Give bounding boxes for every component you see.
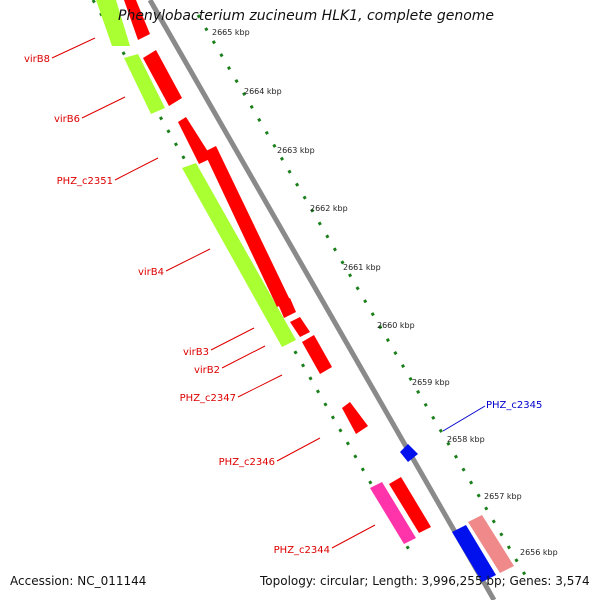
tick-label-2658: 2658 kbp [447,435,485,444]
tick-label-2660: 2660 kbp [377,321,415,330]
gene-label-virb3[interactable]: virB3 [183,347,209,358]
gene-label-phz-c2347[interactable]: PHZ_c2347 [180,393,236,404]
leader-line-virb8 [51,37,96,59]
leader-line-phz-c2347 [237,374,283,398]
gene-virb2-arrow[interactable] [290,317,310,337]
genome-backbone [147,0,497,600]
gene-label-virb6[interactable]: virB6 [54,114,80,125]
leader-line-virb6 [81,96,126,119]
tick-label-2664: 2664 kbp [244,87,282,96]
tick-label-2662: 2662 kbp [310,204,348,213]
gene-red-virb6-arrow[interactable] [143,50,182,106]
leader-line-virb3 [210,327,255,351]
gene-red-virb4-arrow[interactable] [204,146,290,307]
outer-dotted-track [196,14,530,581]
gene-virb6-arrow[interactable] [124,54,165,114]
leader-line-phz-c2345 [442,405,486,432]
gene-label-virb8[interactable]: virB8 [24,54,50,65]
genome-stats-text: Topology: circular; Length: 3,996,255 bp… [260,574,590,588]
gene-label-phz-c2351[interactable]: PHZ_c2351 [57,176,113,187]
gene-phz-c2345-arrow[interactable] [400,444,418,462]
gene-phz-c2351-arrow[interactable] [178,117,212,164]
gene-virb4-arrow[interactable] [182,163,296,347]
tick-label-2656: 2656 kbp [520,548,558,557]
tick-label-2663: 2663 kbp [277,146,315,155]
tick-label-2661: 2661 kbp [343,263,381,272]
leader-line-virb2 [221,345,266,369]
gene-blue-bottom-arrow[interactable] [452,525,496,582]
gene-label-virb4[interactable]: virB4 [138,267,164,278]
gene-label-phz-c2346[interactable]: PHZ_c2346 [219,457,275,468]
tick-label-2659: 2659 kbp [412,378,450,387]
leader-line-phz-c2351 [114,157,159,181]
gene-label-phz-c2345[interactable]: PHZ_c2345 [486,400,542,411]
gene-label-virb2[interactable]: virB2 [194,365,220,376]
gene-phz-c2346-arrow[interactable] [342,402,368,434]
accession-text: Accession: NC_011144 [10,574,147,588]
leader-line-phz-c2346 [276,437,321,462]
tick-label-2657: 2657 kbp [484,492,522,501]
gene-virb3-arrow[interactable] [278,298,296,318]
gene-pink-bottom-arrow[interactable] [468,515,514,573]
gene-phz-c2344-arrow[interactable] [389,477,431,533]
gene-virb8-arrow[interactable] [96,0,130,46]
gene-label-phz-c2344[interactable]: PHZ_c2344 [274,545,330,556]
leader-line-phz-c2344 [331,524,376,549]
gene-phz-c2344-magenta-arrow[interactable] [370,482,416,544]
gene-phz-c2347-arrow[interactable] [302,335,332,374]
leader-line-virb4 [165,248,211,272]
gene-red-top-arrow[interactable] [124,0,150,40]
tick-label-2665: 2665 kbp [212,28,250,37]
map-title: Phenylobacterium zucineum HLK1, complete… [118,8,495,24]
